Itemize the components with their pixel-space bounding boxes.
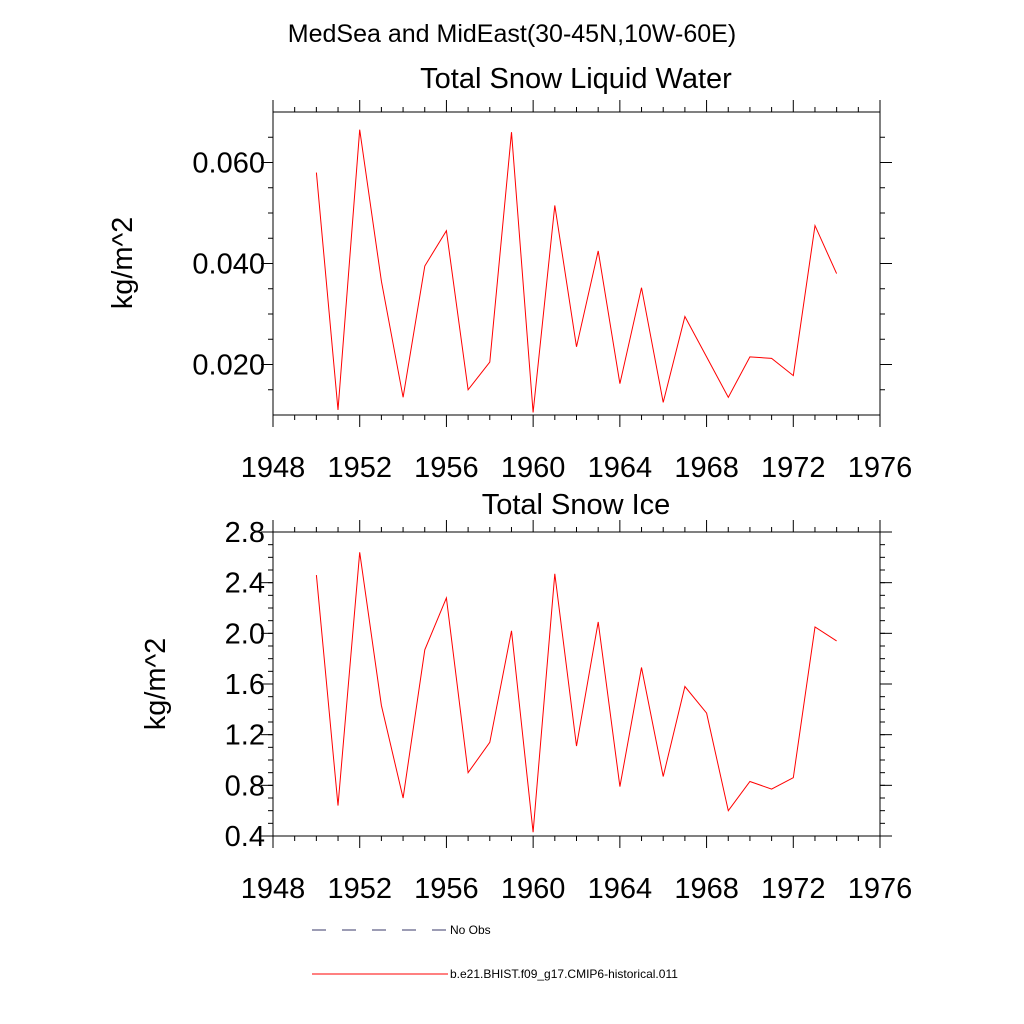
y-tick-label: 0.040	[192, 249, 265, 281]
x-tick-label: 1976	[848, 452, 913, 484]
series-line-model	[315, 129, 838, 413]
legend-label: No Obs	[450, 923, 491, 937]
y-tick-label: 1.6	[225, 669, 265, 701]
y-axis-label: kg/m^2	[107, 217, 139, 310]
y-tick-label: 2.8	[225, 517, 265, 549]
x-tick-label: 1948	[241, 873, 306, 905]
y-tick-label: 0.8	[225, 770, 265, 802]
x-tick-label: 1948	[241, 452, 306, 484]
y-tick-label: 0.4	[225, 821, 265, 853]
figure-title: MedSea and MidEast(30-45N,10W-60E)	[288, 20, 736, 48]
x-tick-label: 1956	[414, 452, 479, 484]
x-tick-label: 1976	[848, 873, 913, 905]
x-tick-label: 1952	[327, 452, 392, 484]
ticks	[261, 520, 892, 848]
series	[315, 129, 838, 413]
tick-labels: 1948 1952 1956 1960 1964 1968 1972 1976 0.020 0.0…	[192, 148, 912, 485]
legend-label: b.e21.BHIST.f09_g17.CMIP6-historical.011	[450, 967, 678, 981]
chart-panel-snow-ice: Total Snow Ice kg/m^2 1948 1952 1956 1960 19…	[140, 489, 912, 905]
chart-panel-snow-liquid-water: Total Snow Liquid Water kg/m^2 1948 1952 1…	[107, 63, 912, 484]
x-tick-label: 1972	[761, 452, 826, 484]
legend-item-model: b.e21.BHIST.f09_g17.CMIP6-historical.011	[312, 967, 678, 981]
tick-labels: 1948 1952 1956 1960 1964 1968 1972 1976 0.4 0.8 1.…	[225, 517, 913, 905]
y-tick-label: 1.2	[225, 720, 265, 752]
plot-frame	[272, 531, 881, 837]
y-axis-label: kg/m^2	[140, 638, 172, 731]
y-tick-label: 2.0	[225, 618, 265, 650]
y-tick-label: 0.060	[192, 148, 265, 180]
legend-item-no-obs: No Obs	[312, 923, 491, 937]
x-tick-label: 1964	[588, 452, 653, 484]
x-tick-label: 1972	[761, 873, 826, 905]
series-line-model	[315, 552, 837, 833]
y-tick-label: 0.020	[192, 350, 265, 382]
x-tick-label: 1960	[501, 873, 566, 905]
panel-title: Total Snow Liquid Water	[420, 63, 732, 95]
x-tick-label: 1964	[588, 873, 653, 905]
x-tick-label: 1956	[414, 873, 479, 905]
panel-title: Total Snow Ice	[482, 489, 671, 521]
ticks	[261, 100, 892, 427]
legend: No Obs b.e21.BHIST.f09_g17.CMIP6-histori…	[312, 923, 678, 981]
x-tick-label: 1952	[327, 873, 392, 905]
series	[315, 552, 837, 833]
x-tick-label: 1960	[501, 452, 566, 484]
x-tick-label: 1968	[674, 873, 739, 905]
x-tick-label: 1968	[674, 452, 739, 484]
y-tick-label: 2.4	[225, 568, 265, 600]
